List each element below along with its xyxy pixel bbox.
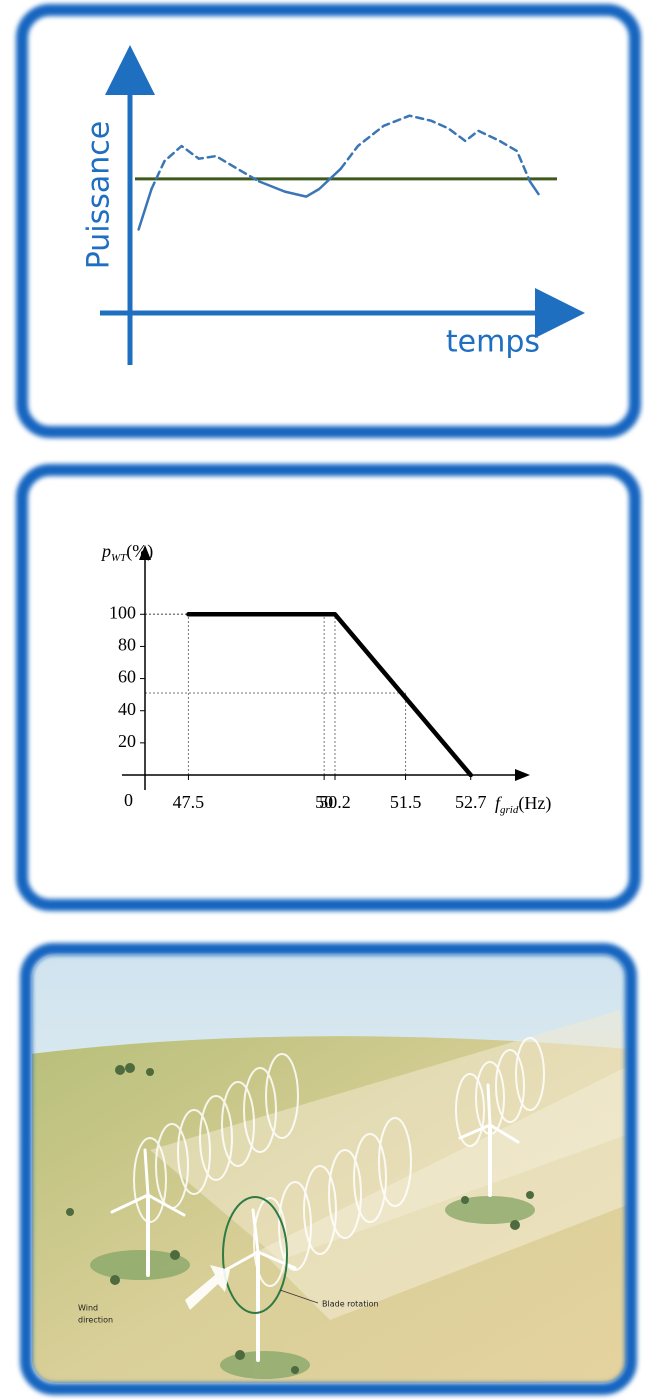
chart-1: Puissance temps (82, 45, 585, 365)
x-tick-label: 47.5 (173, 792, 205, 812)
x-axis-label: temps (446, 325, 540, 360)
x-axis-label-sub: grid (500, 804, 519, 816)
series-line (137, 167, 540, 231)
panel-borders (16, 4, 641, 1395)
y-axis-label-sub: WT (111, 552, 127, 564)
x-axis-label-unit: (Hz) (518, 793, 551, 814)
series-line (150, 114, 532, 191)
bushes (66, 1063, 534, 1374)
y-axis-label: Puissance (82, 121, 117, 270)
wake (260, 1060, 627, 1320)
y-tick-label: 80 (118, 635, 136, 655)
x-axis-label-main: f (495, 793, 503, 813)
series-line (186, 612, 473, 778)
x-tick-label: 52.7 (455, 792, 487, 812)
x-tick-label: 50.2 (319, 792, 351, 812)
illustration: Blade rotation Wind direction (32, 955, 627, 1383)
y-tick-label: 0 (124, 790, 133, 810)
y-axis-label-unit: (%) (126, 541, 153, 562)
panel-1 (22, 10, 635, 432)
x-tick-label: 51.5 (390, 792, 422, 812)
y-axis-label: pWT(%) (100, 541, 153, 563)
wake-spirals (133, 1037, 545, 1287)
wind-label: Wind (78, 1304, 98, 1313)
x-tick-label: 50 (315, 792, 333, 812)
y-axis-label-main: p (100, 541, 111, 561)
turbines (110, 1083, 520, 1362)
wind-arrow (185, 1265, 230, 1310)
y-tick-label: 20 (118, 731, 136, 751)
x-axis-label: fgrid(Hz) (495, 793, 551, 815)
rotation-circle (222, 1196, 288, 1314)
blade-rotation-label: Blade rotation (322, 1300, 379, 1309)
y-tick-label: 60 (118, 667, 136, 687)
panel-2 (22, 470, 635, 905)
wind-label: direction (78, 1316, 113, 1325)
leader-line (279, 1289, 319, 1304)
y-tick-label: 40 (118, 699, 136, 719)
y-tick-label: 100 (109, 602, 136, 622)
